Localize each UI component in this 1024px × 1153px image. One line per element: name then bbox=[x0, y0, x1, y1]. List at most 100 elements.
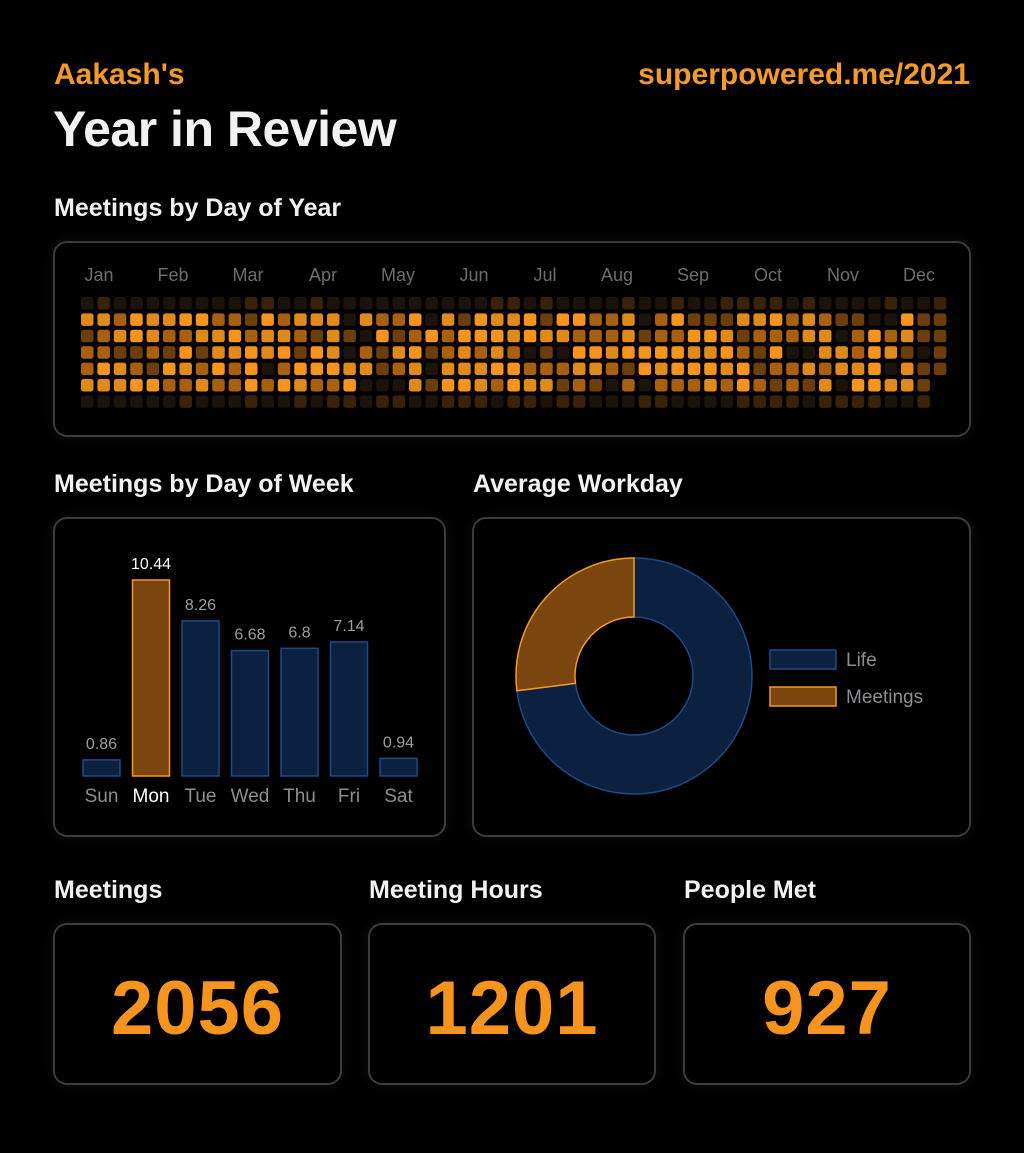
heatmap-cell bbox=[376, 329, 389, 343]
heatmap-cell bbox=[622, 362, 635, 376]
heatmap-cell bbox=[491, 346, 504, 359]
legend-label-meetings: Meetings bbox=[846, 687, 923, 708]
heatmap-title: Meetings by Day of Year bbox=[54, 194, 342, 222]
heatmap-cell bbox=[327, 297, 340, 310]
heatmap-cell bbox=[261, 346, 274, 359]
heatmap-cell bbox=[228, 329, 242, 343]
heatmap-cell bbox=[277, 395, 291, 408]
bar-tue bbox=[181, 620, 220, 777]
heatmap-cell bbox=[392, 313, 406, 326]
heatmap-cell bbox=[523, 313, 537, 326]
heatmap-cell bbox=[409, 297, 422, 310]
heatmap-cell bbox=[245, 362, 258, 376]
heatmap-cell bbox=[835, 395, 848, 408]
site-link[interactable]: superpowered.me/2021 bbox=[638, 58, 970, 91]
heatmap-month-label: Feb bbox=[157, 265, 188, 285]
heatmap-cell bbox=[81, 379, 94, 392]
heatmap-cell bbox=[409, 379, 422, 392]
stat-value-people-met: 927 bbox=[762, 966, 892, 1051]
heatmap-cell bbox=[376, 395, 389, 408]
bar-category-label: Sat bbox=[384, 786, 413, 807]
heatmap-cell bbox=[409, 329, 422, 343]
legend-swatch-meetings bbox=[769, 686, 837, 707]
heatmap-cell bbox=[294, 346, 307, 359]
heatmap-cell bbox=[605, 329, 619, 343]
heatmap-cell bbox=[573, 346, 586, 359]
heatmap-cell bbox=[441, 362, 455, 376]
heatmap-cell bbox=[343, 395, 356, 408]
heatmap-cell bbox=[573, 395, 586, 408]
heatmap-cell bbox=[687, 362, 701, 376]
heatmap-cell bbox=[130, 313, 143, 326]
heatmap-cell bbox=[540, 395, 553, 408]
heatmap-cell bbox=[786, 362, 799, 376]
heatmap-cell bbox=[507, 395, 520, 408]
heatmap-cell bbox=[491, 379, 504, 392]
heatmap-cell bbox=[638, 379, 652, 392]
heatmap-cell bbox=[917, 329, 930, 343]
heatmap-cell bbox=[179, 362, 192, 376]
heatmap-cell bbox=[228, 379, 242, 392]
heatmap-cell bbox=[655, 362, 668, 376]
heatmap-cell bbox=[671, 297, 684, 310]
heatmap-cell bbox=[737, 379, 750, 392]
heatmap-cell bbox=[737, 395, 750, 408]
heatmap-cell bbox=[835, 313, 848, 326]
heatmap-cell bbox=[868, 346, 881, 359]
heatmap-cell bbox=[622, 329, 635, 343]
heatmap-cell bbox=[753, 313, 766, 326]
heatmap-cell bbox=[556, 346, 570, 359]
heatmap-cell bbox=[819, 362, 832, 376]
heatmap-cell bbox=[671, 313, 684, 326]
heatmap-cell bbox=[458, 346, 471, 359]
heatmap-cell bbox=[589, 395, 602, 408]
heatmap-cell bbox=[704, 362, 717, 376]
heatmap-cell bbox=[474, 297, 488, 310]
heatmap-cell bbox=[786, 379, 799, 392]
heatmap-cell bbox=[884, 313, 898, 326]
heatmap-cell bbox=[933, 329, 947, 343]
heatmap-cell bbox=[851, 362, 865, 376]
heatmap-cell bbox=[901, 379, 914, 392]
heatmap-cell bbox=[179, 379, 192, 392]
heatmap-cell bbox=[868, 329, 881, 343]
heatmap-cell bbox=[245, 297, 258, 310]
heatmap-cell bbox=[523, 395, 537, 408]
heatmap-cell bbox=[540, 313, 553, 326]
bar-value-label: 0.94 bbox=[383, 734, 414, 751]
heatmap-cell bbox=[884, 329, 898, 343]
heatmap-cell bbox=[819, 329, 832, 343]
heatmap-cell bbox=[245, 379, 258, 392]
stat-card-meeting-hours: 1201 bbox=[368, 923, 656, 1085]
heatmap-cell bbox=[294, 297, 307, 310]
heatmap-cell bbox=[261, 379, 274, 392]
heatmap-cell bbox=[917, 379, 930, 392]
heatmap-cell bbox=[310, 297, 324, 310]
heatmap-cell bbox=[277, 362, 291, 376]
heatmap-cell bbox=[392, 379, 406, 392]
heatmap-cell bbox=[81, 297, 94, 310]
heatmap-cell bbox=[163, 379, 176, 392]
heatmap-cell bbox=[720, 346, 734, 359]
heatmap-cell bbox=[81, 346, 94, 359]
heatmap-cell bbox=[294, 362, 307, 376]
heatmap-cell bbox=[195, 297, 209, 310]
heatmap-cell bbox=[589, 329, 602, 343]
heatmap-cell bbox=[277, 297, 291, 310]
heatmap-cell bbox=[605, 379, 619, 392]
heatmap-cell bbox=[655, 379, 668, 392]
heatmap-cell bbox=[605, 346, 619, 359]
heatmap-cell bbox=[851, 329, 865, 343]
heatmap-cell bbox=[409, 362, 422, 376]
workday-chart-panel: Life Meetings bbox=[472, 517, 971, 837]
heatmap-cell bbox=[917, 297, 930, 310]
heatmap-cell bbox=[802, 379, 816, 392]
heatmap-cell bbox=[327, 362, 340, 376]
bar-value-label: 10.44 bbox=[131, 556, 171, 573]
heatmap-cell bbox=[474, 379, 488, 392]
heatmap-cell bbox=[868, 379, 881, 392]
heatmap-cell bbox=[146, 313, 160, 326]
heatmap-cell bbox=[917, 362, 930, 376]
heatmap-cell bbox=[704, 313, 717, 326]
heatmap-cell bbox=[261, 362, 274, 376]
